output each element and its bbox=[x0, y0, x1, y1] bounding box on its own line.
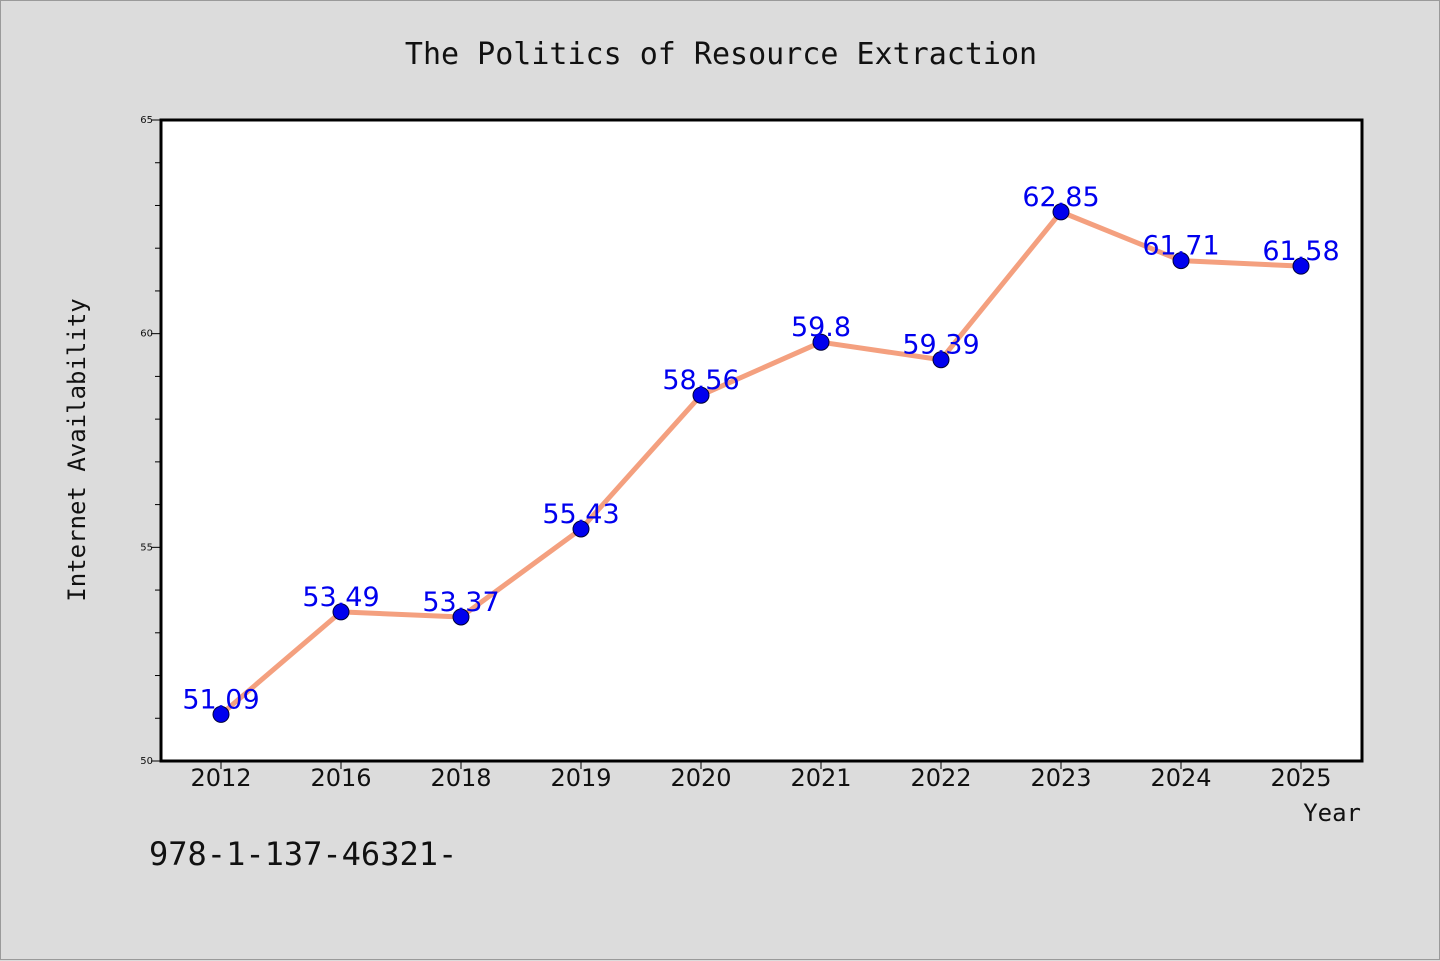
data-label: 53.49 bbox=[302, 582, 379, 613]
x-tick-label: 2021 bbox=[790, 764, 851, 792]
data-label: 58.56 bbox=[662, 365, 739, 396]
data-label: 51.09 bbox=[182, 684, 259, 715]
x-axis-label: Year bbox=[1303, 799, 1361, 827]
data-label: 59.8 bbox=[791, 312, 851, 343]
x-tick-label: 2023 bbox=[1030, 764, 1091, 792]
data-point bbox=[332, 603, 350, 621]
series-line bbox=[218, 209, 1304, 717]
x-axis: 2012 2016 2018 2019 2020 2021 2022 2023 2024 2025 bbox=[190, 761, 1332, 792]
data-point bbox=[1172, 252, 1190, 270]
chart-title: The Politics of Resource Extraction bbox=[405, 37, 1037, 72]
x-tick-label: 2016 bbox=[310, 764, 371, 792]
y-tick-label: 55 bbox=[140, 542, 153, 553]
x-tick-label: 2018 bbox=[430, 764, 491, 792]
y-tick-label: 50 bbox=[140, 756, 153, 767]
data-point bbox=[212, 705, 230, 723]
x-tick-label: 2022 bbox=[910, 764, 971, 792]
data-point bbox=[812, 333, 830, 351]
y-tick-label: 60 bbox=[140, 329, 153, 340]
x-tick-label: 2012 bbox=[190, 764, 251, 792]
footnote-isbn: 978-1-137-46321- bbox=[149, 835, 457, 873]
data-label: 61.58 bbox=[1262, 236, 1339, 267]
data-label: 59.39 bbox=[902, 330, 979, 361]
x-tick-label: 2024 bbox=[1150, 764, 1211, 792]
data-point bbox=[452, 608, 470, 626]
data-label: 62.85 bbox=[1022, 182, 1099, 213]
data-label: 55.43 bbox=[542, 499, 619, 530]
plot-area bbox=[159, 118, 1364, 763]
series-group: 51.09 53.49 53.37 55.43 58.56 59.8 59.39 62.85 6… bbox=[182, 182, 1340, 723]
x-tick-label: 2025 bbox=[1270, 764, 1331, 792]
data-point bbox=[692, 386, 710, 404]
y-axis: 50 55 60 65 bbox=[140, 115, 161, 767]
data-point bbox=[1292, 257, 1310, 275]
data-label: 61.71 bbox=[1142, 231, 1219, 262]
x-tick-label: 2020 bbox=[670, 764, 731, 792]
y-axis-label: Internet Availability bbox=[63, 298, 91, 601]
data-point bbox=[932, 351, 950, 369]
x-tick-label: 2019 bbox=[550, 764, 611, 792]
data-point bbox=[1052, 203, 1070, 221]
y-tick-label: 65 bbox=[140, 115, 153, 126]
data-label: 53.37 bbox=[422, 587, 499, 618]
data-point bbox=[572, 520, 590, 538]
